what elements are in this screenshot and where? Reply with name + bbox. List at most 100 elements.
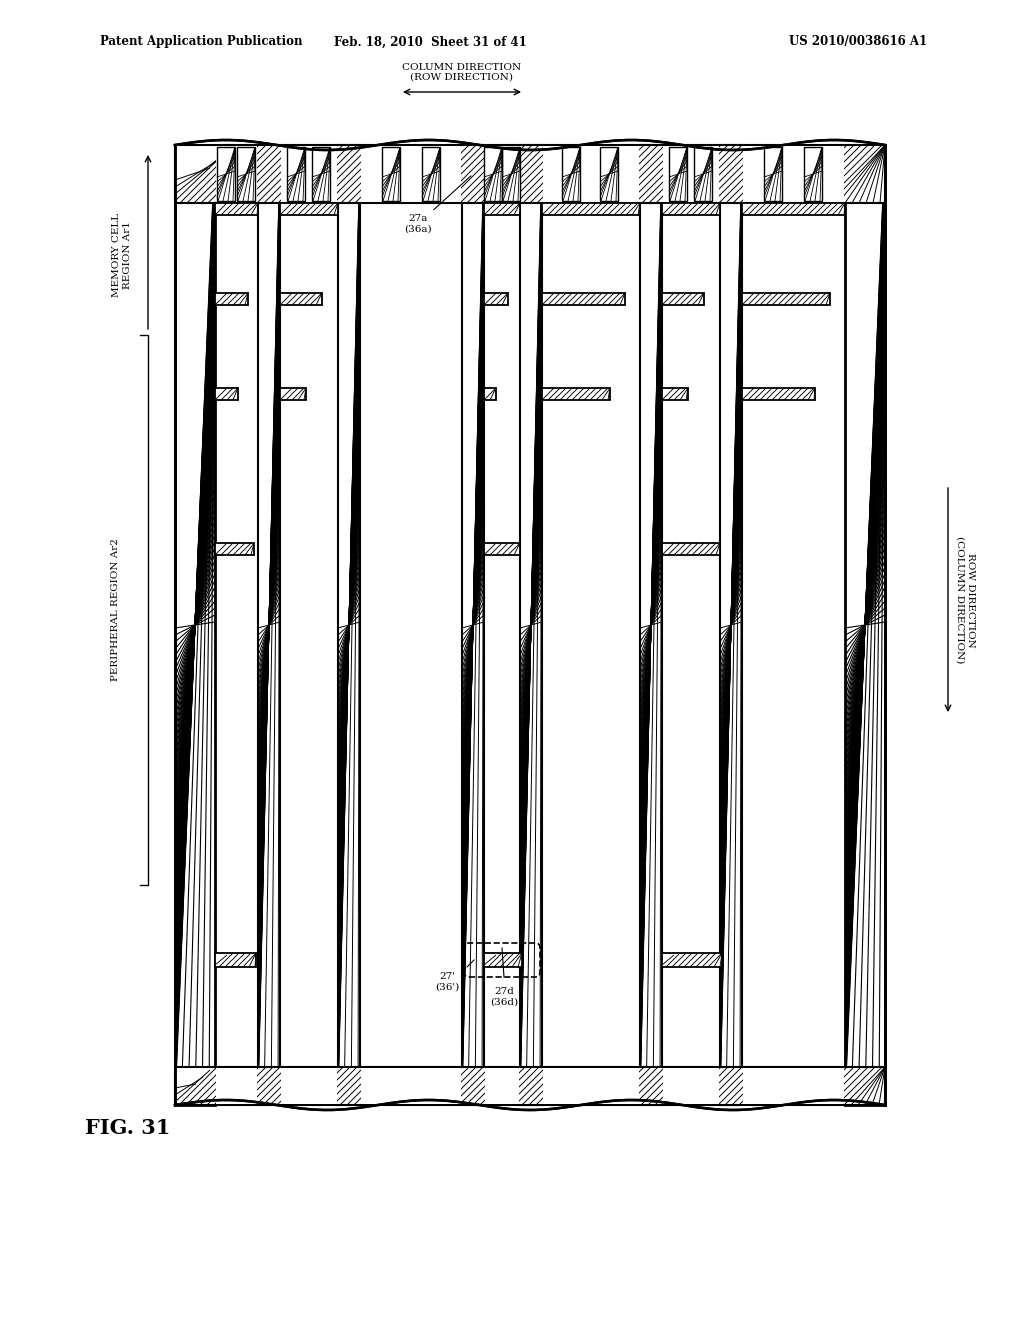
Bar: [662, 293, 705, 305]
Bar: [484, 953, 522, 968]
Bar: [542, 203, 640, 215]
Bar: [662, 388, 688, 400]
Bar: [280, 388, 306, 400]
Bar: [543, 147, 639, 202]
Bar: [543, 1068, 639, 1104]
Bar: [312, 147, 330, 201]
Text: FIG. 31: FIG. 31: [85, 1118, 170, 1138]
Bar: [215, 293, 248, 305]
Bar: [484, 147, 502, 201]
Bar: [175, 145, 215, 1105]
Text: 27d
(36d): 27d (36d): [489, 987, 518, 1006]
Bar: [280, 388, 306, 400]
Bar: [215, 953, 256, 968]
Bar: [804, 147, 822, 201]
Bar: [217, 147, 234, 201]
Bar: [662, 543, 720, 554]
Bar: [280, 293, 322, 305]
Bar: [215, 293, 248, 305]
Bar: [484, 203, 520, 215]
Bar: [669, 147, 687, 201]
Bar: [764, 147, 782, 201]
Bar: [484, 543, 520, 554]
Bar: [280, 293, 322, 305]
Bar: [361, 1068, 461, 1104]
Bar: [287, 147, 305, 201]
Text: 27a
(36a): 27a (36a): [404, 176, 471, 234]
Bar: [484, 388, 496, 400]
Bar: [542, 388, 610, 400]
Bar: [175, 145, 885, 203]
Bar: [804, 147, 822, 201]
Bar: [720, 145, 742, 1105]
Bar: [215, 203, 258, 215]
Bar: [215, 203, 258, 215]
Bar: [742, 388, 815, 400]
Bar: [216, 147, 257, 202]
Bar: [694, 147, 712, 201]
Bar: [485, 1068, 519, 1104]
Bar: [662, 953, 722, 968]
Bar: [694, 147, 712, 201]
Bar: [542, 293, 625, 305]
Bar: [484, 388, 496, 400]
Bar: [281, 1068, 337, 1104]
Bar: [669, 147, 687, 201]
Bar: [662, 293, 705, 305]
Bar: [462, 145, 484, 1105]
Bar: [237, 147, 255, 201]
Bar: [484, 293, 508, 305]
Bar: [462, 145, 484, 1105]
Bar: [215, 543, 254, 554]
Bar: [562, 147, 580, 201]
Bar: [485, 147, 519, 202]
Bar: [720, 145, 742, 1105]
Bar: [280, 203, 338, 215]
Text: COLUMN DIRECTION
(ROW DIRECTION): COLUMN DIRECTION (ROW DIRECTION): [402, 62, 521, 82]
Bar: [280, 203, 338, 215]
Bar: [640, 145, 662, 1105]
Text: Feb. 18, 2010  Sheet 31 of 41: Feb. 18, 2010 Sheet 31 of 41: [334, 36, 526, 49]
Bar: [281, 147, 337, 202]
Bar: [215, 388, 238, 400]
Bar: [484, 293, 508, 305]
Bar: [338, 145, 360, 1105]
Bar: [600, 147, 618, 201]
Bar: [175, 145, 885, 203]
Bar: [382, 147, 400, 201]
Text: Patent Application Publication: Patent Application Publication: [100, 36, 302, 49]
Text: ROW DIRECTION
(COLUMN DIRECTION): ROW DIRECTION (COLUMN DIRECTION): [955, 536, 975, 664]
Bar: [542, 388, 610, 400]
Bar: [175, 1067, 885, 1105]
Bar: [215, 388, 238, 400]
Bar: [662, 203, 720, 215]
Bar: [742, 293, 830, 305]
Text: PERIPHERAL REGION Ar2: PERIPHERAL REGION Ar2: [112, 539, 121, 681]
Bar: [361, 147, 461, 202]
Bar: [845, 145, 885, 1105]
Bar: [175, 1067, 885, 1105]
Bar: [542, 203, 640, 215]
Bar: [640, 145, 662, 1105]
Bar: [663, 1068, 719, 1104]
Bar: [258, 145, 280, 1105]
Bar: [743, 1068, 844, 1104]
Bar: [662, 203, 720, 215]
Bar: [422, 147, 440, 201]
Text: US 2010/0038616 A1: US 2010/0038616 A1: [788, 36, 927, 49]
Bar: [502, 147, 520, 201]
Bar: [742, 388, 815, 400]
Bar: [237, 147, 255, 201]
Bar: [562, 147, 580, 201]
Bar: [742, 203, 845, 215]
Bar: [484, 147, 502, 201]
Bar: [520, 145, 542, 1105]
Bar: [215, 543, 254, 554]
Bar: [743, 147, 844, 202]
Bar: [764, 147, 782, 201]
Bar: [287, 147, 305, 201]
Bar: [662, 388, 688, 400]
Bar: [742, 293, 830, 305]
Bar: [312, 147, 330, 201]
Text: 27'
(36'): 27' (36'): [435, 972, 459, 991]
